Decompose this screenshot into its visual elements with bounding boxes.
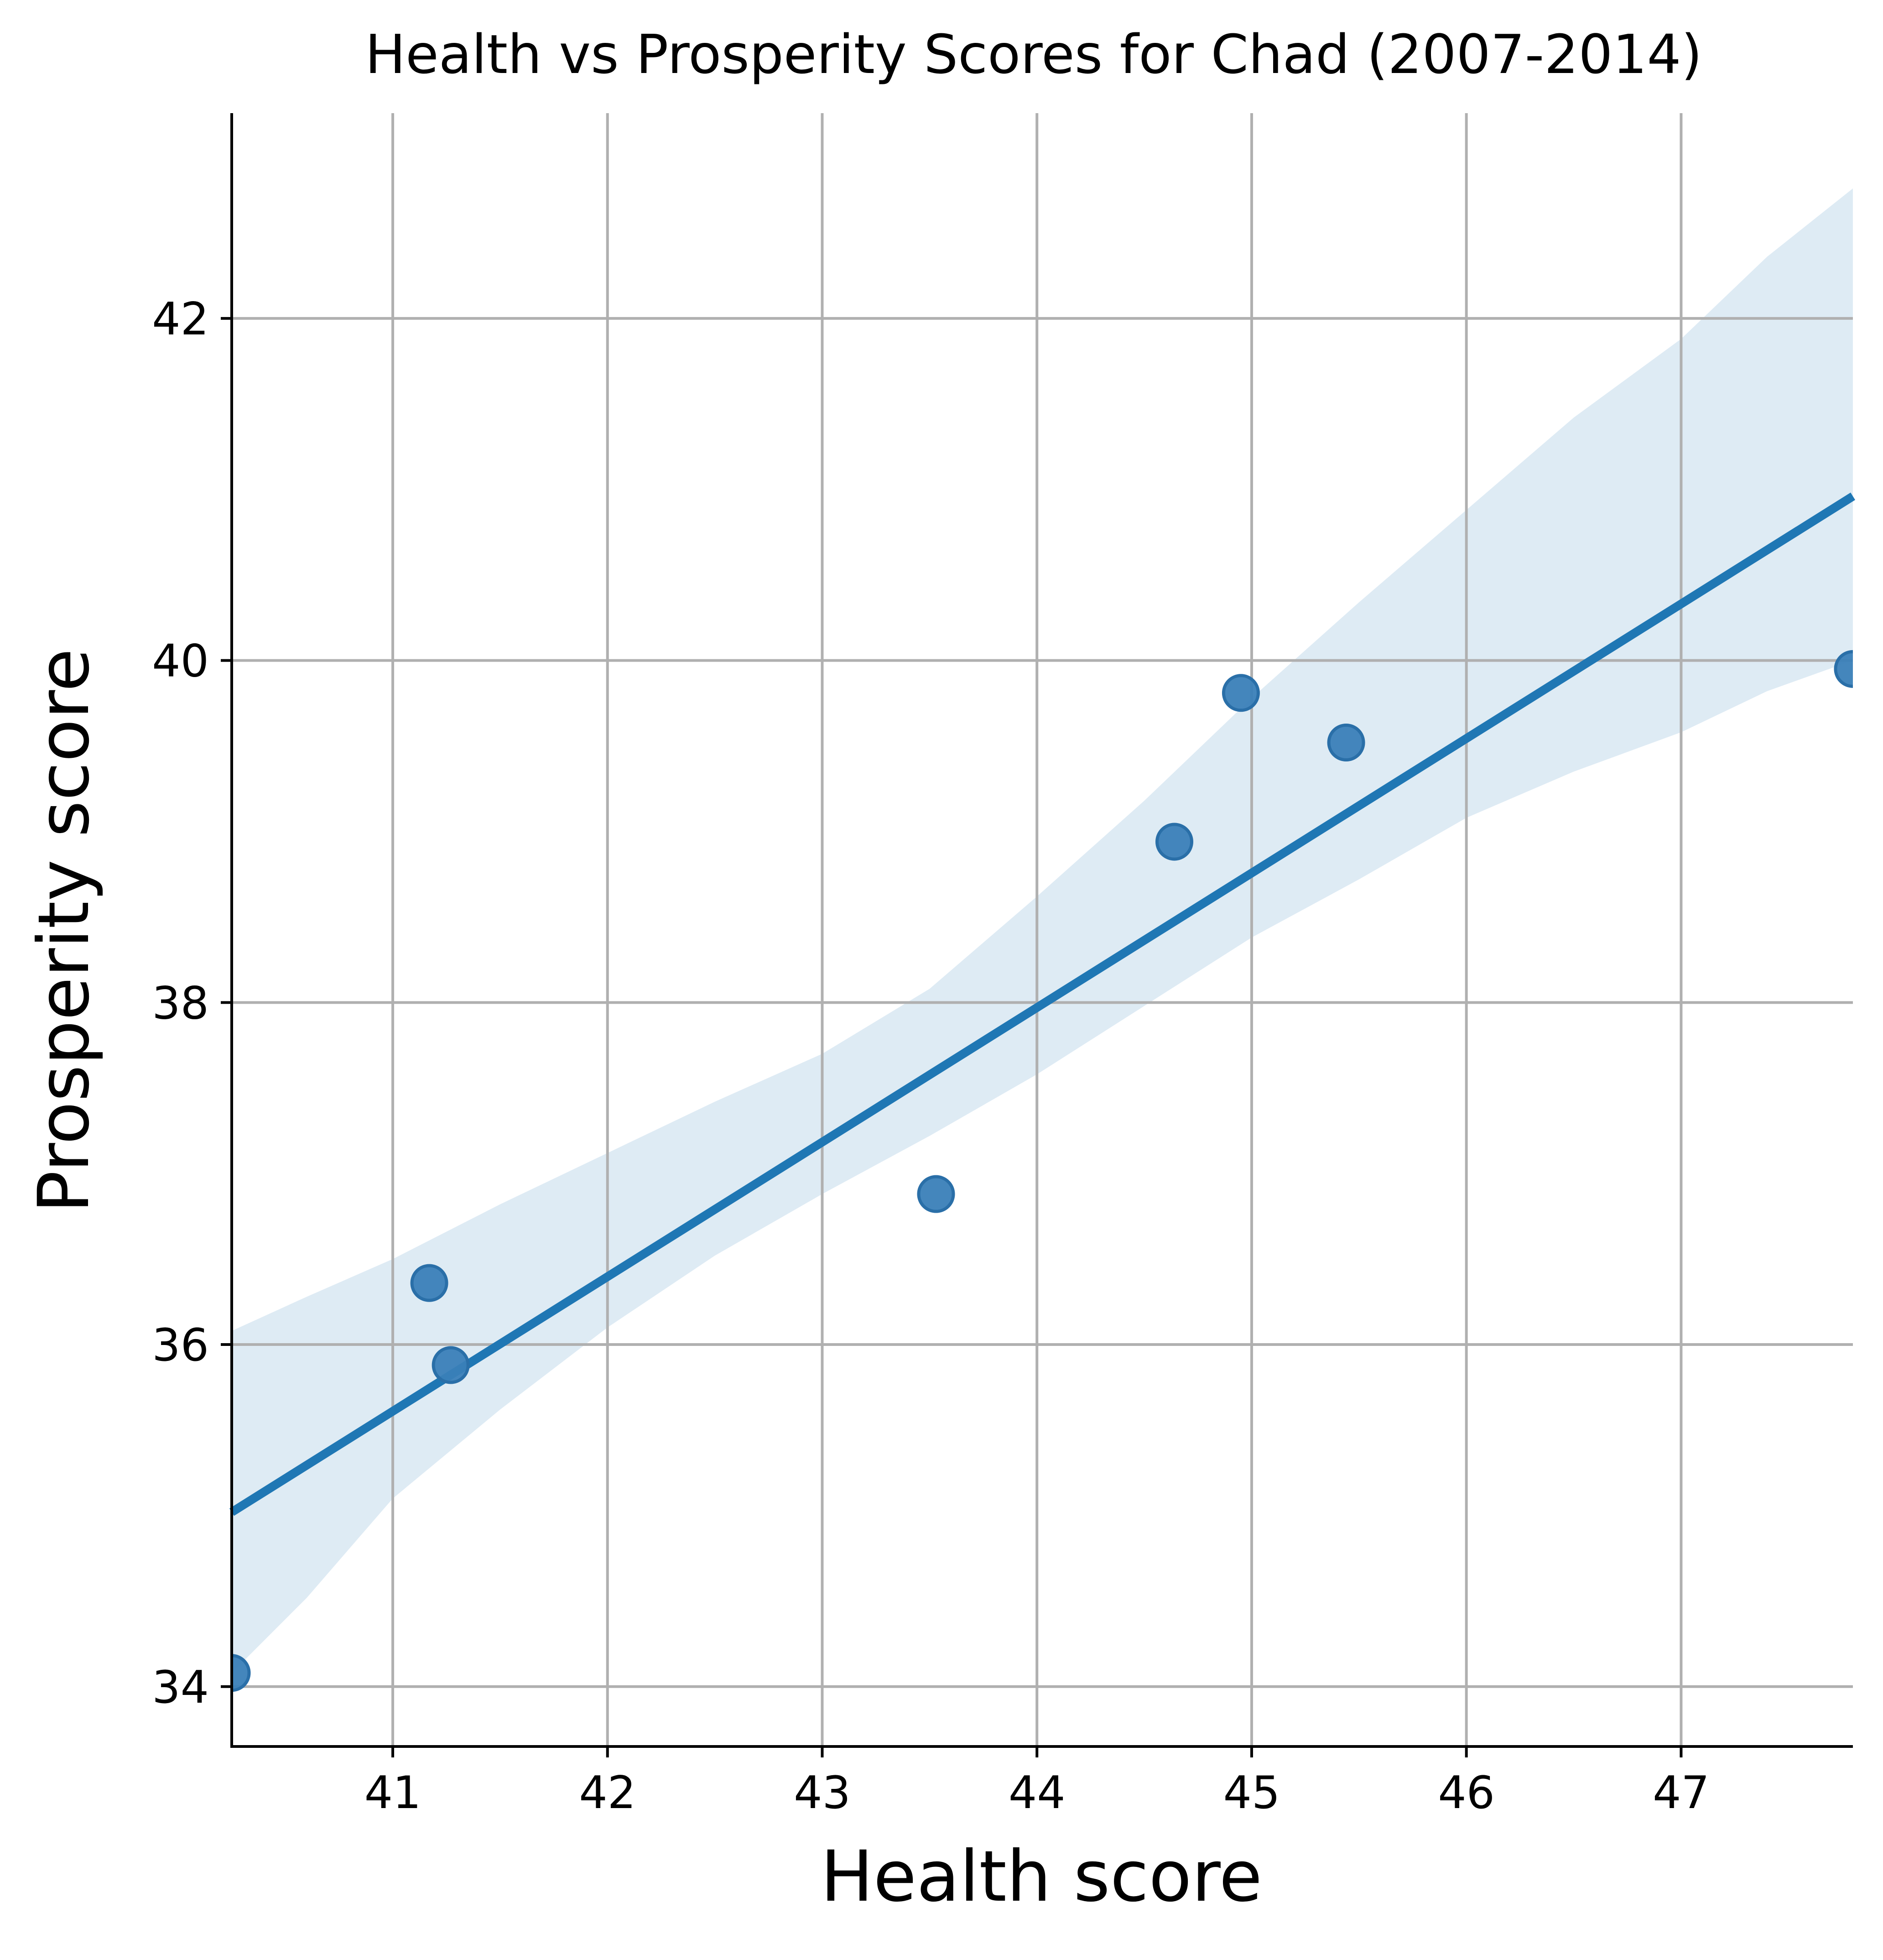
data-point xyxy=(1222,674,1260,712)
x-tick-label: 47 xyxy=(1653,1767,1710,1819)
x-axis-label: Health score xyxy=(821,1836,1262,1918)
data-point xyxy=(1834,650,1853,688)
x-tick-label: 41 xyxy=(364,1767,421,1819)
y-tick-label: 34 xyxy=(152,1662,209,1714)
data-point xyxy=(1327,724,1365,762)
x-tick-label: 46 xyxy=(1438,1767,1495,1819)
data-point xyxy=(1155,823,1193,861)
y-tick-label: 42 xyxy=(152,293,209,345)
x-tick-label: 42 xyxy=(579,1767,636,1819)
y-axis-label: Prosperity score xyxy=(23,648,105,1213)
confidence-band xyxy=(232,188,1853,1673)
y-tick-label: 38 xyxy=(152,977,209,1029)
data-point xyxy=(232,1654,251,1692)
y-tick-label: 40 xyxy=(152,636,209,688)
x-tick-label: 45 xyxy=(1223,1767,1280,1819)
x-tick-label: 44 xyxy=(1009,1767,1066,1819)
regression-line xyxy=(229,492,1856,1516)
data-point xyxy=(432,1346,470,1384)
chart-title: Health vs Prosperity Scores for Chad (20… xyxy=(365,23,1702,86)
y-tick-label: 36 xyxy=(152,1319,209,1371)
x-tick-label: 43 xyxy=(794,1767,851,1819)
data-point xyxy=(410,1264,448,1302)
data-point xyxy=(917,1175,955,1213)
